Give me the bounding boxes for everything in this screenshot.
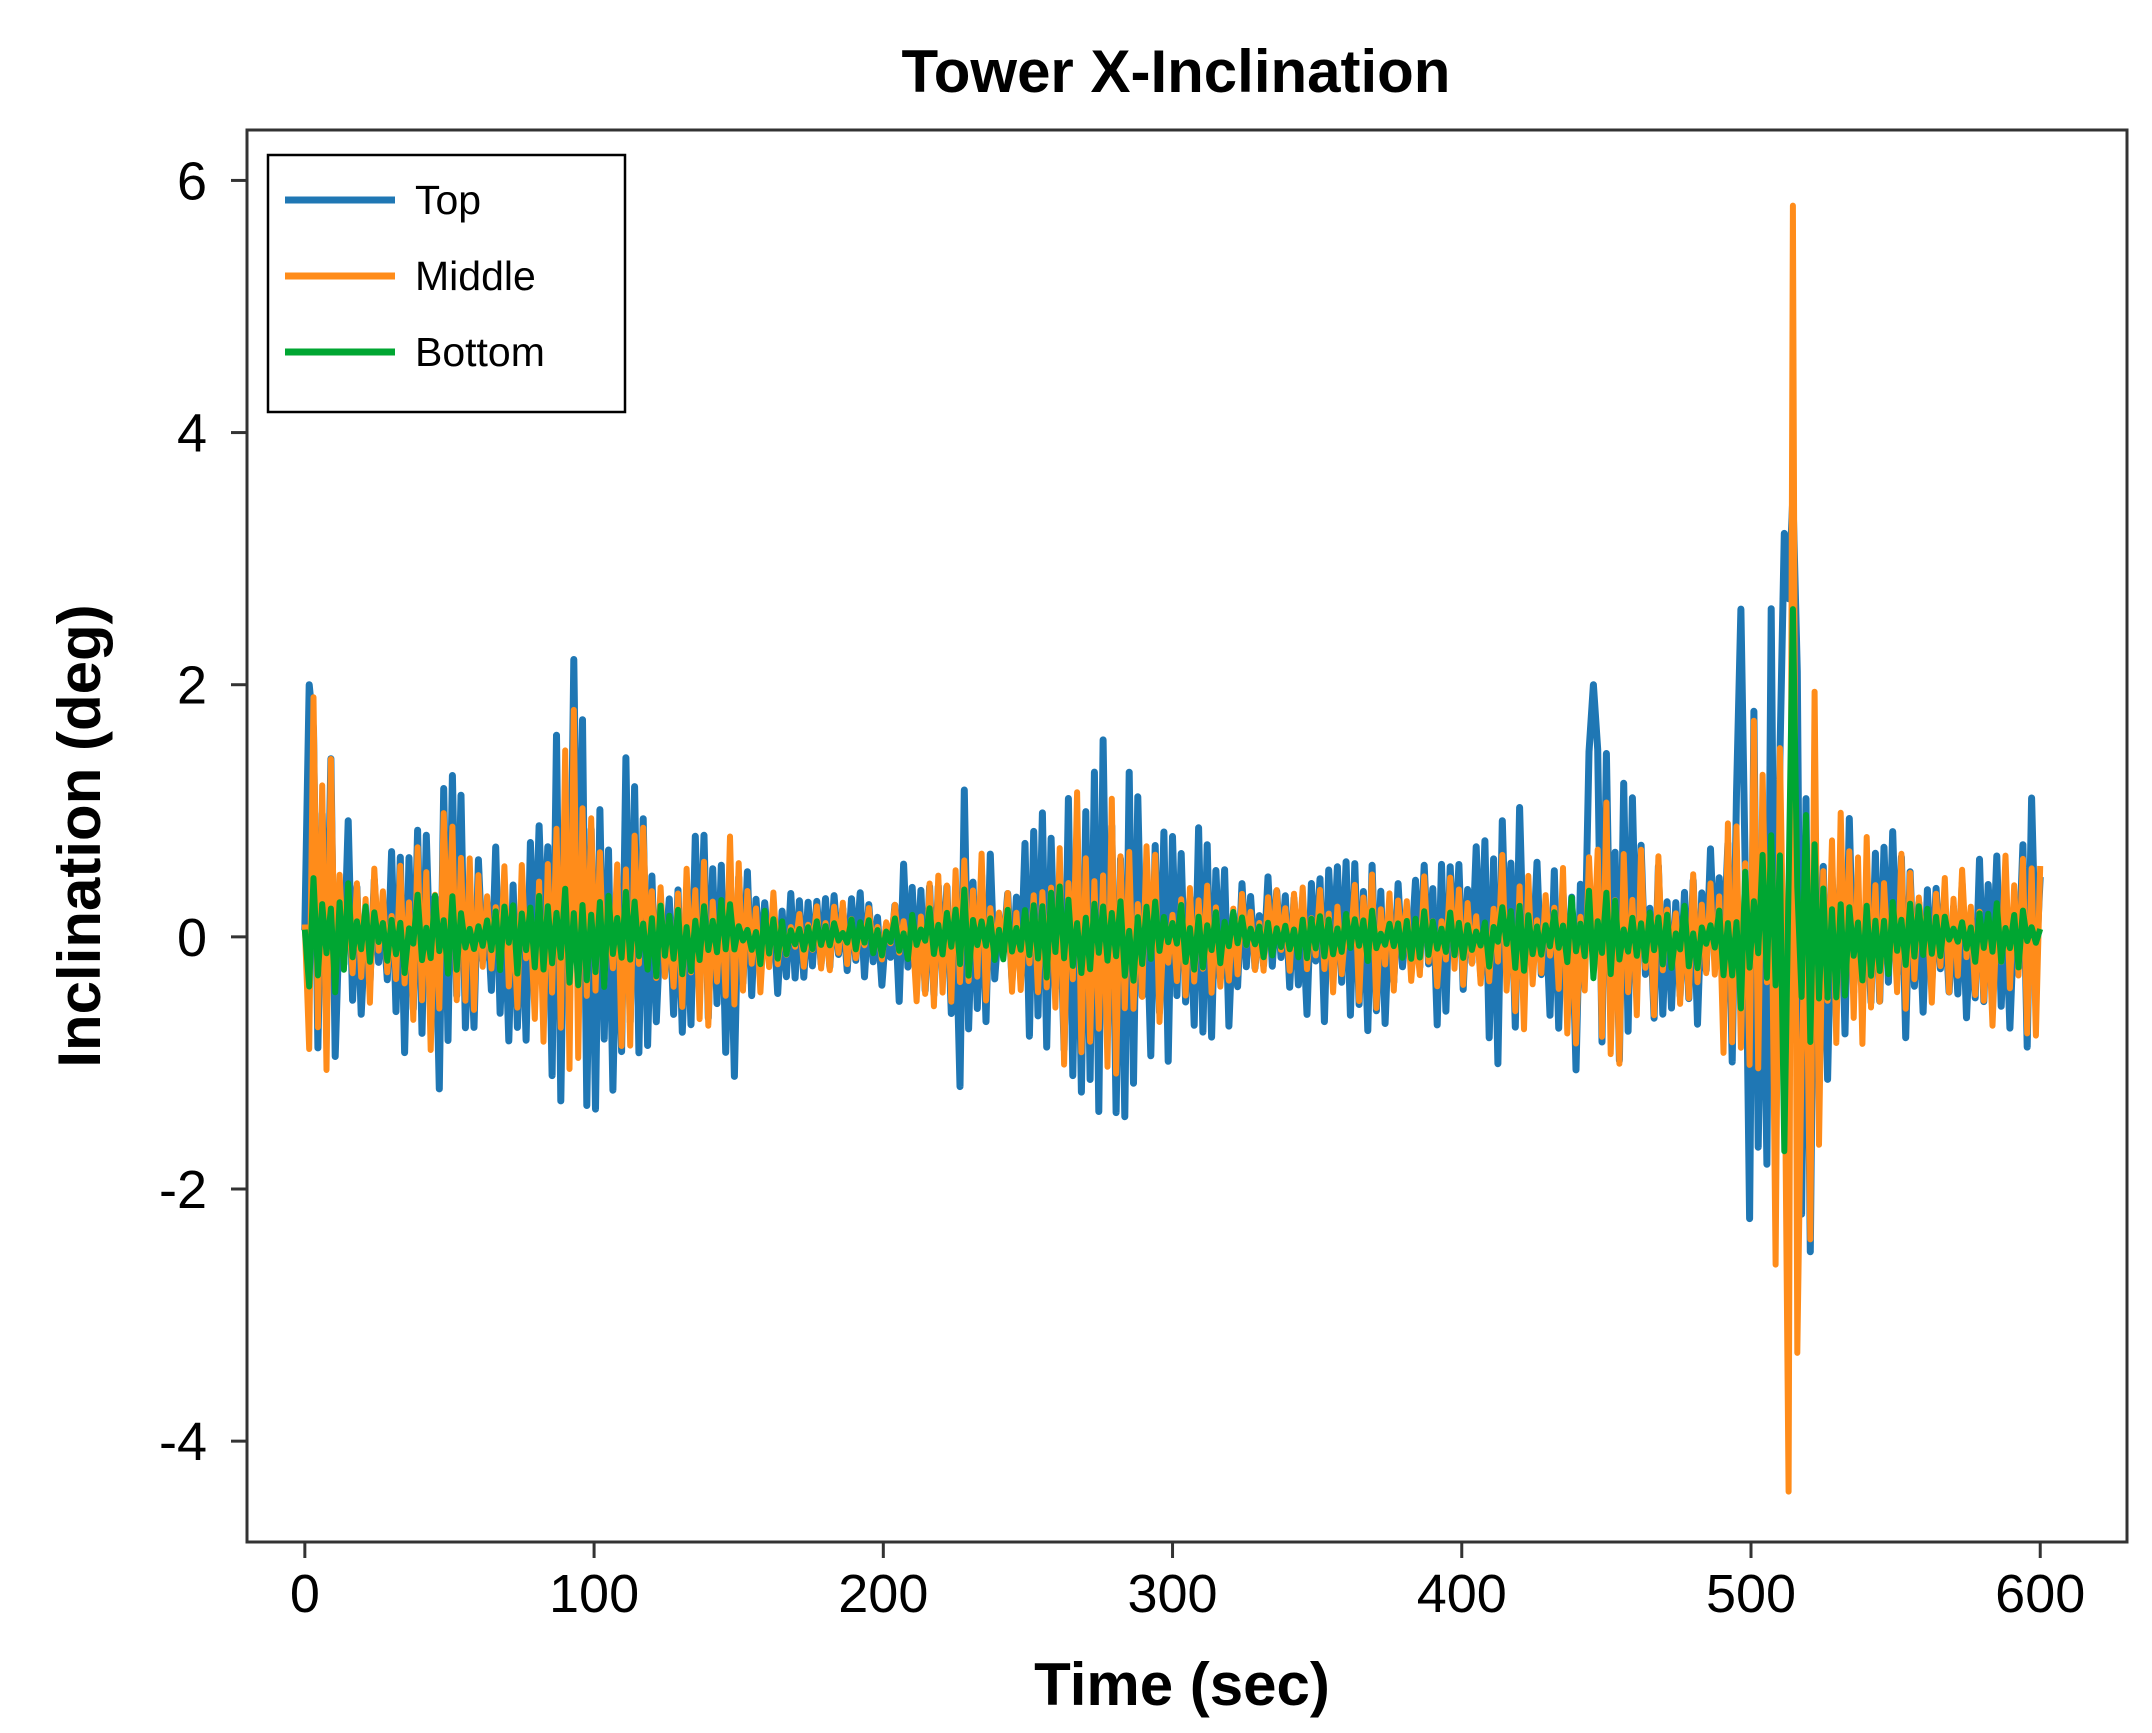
x-axis-label: Time (sec) <box>1034 1651 1330 1718</box>
series-layer <box>301 202 2044 1495</box>
y-tick-label: 0 <box>177 908 207 968</box>
x-tick-label: 300 <box>1127 1564 1217 1624</box>
y-tick-label: 2 <box>177 656 207 716</box>
x-tick-label: 100 <box>549 1564 639 1624</box>
x-tick-label: 400 <box>1417 1564 1507 1624</box>
y-tick-label: -4 <box>159 1412 207 1472</box>
x-tick-label: 600 <box>1995 1564 2085 1624</box>
x-tick-label: 200 <box>838 1564 928 1624</box>
y-axis-label: Inclination (deg) <box>46 604 113 1067</box>
chart-title: Tower X-Inclination <box>902 38 1451 105</box>
axis-layer: 0 100 200 300 400 500 600 6 4 2 0 -2 -4 <box>159 151 2085 1624</box>
legend-label-bottom: Bottom <box>415 329 545 375</box>
plot-frame <box>245 128 2129 1544</box>
legend: Top Middle Bottom <box>266 153 627 414</box>
y-tick-label: -2 <box>159 1160 207 1220</box>
x-tick-label: 0 <box>290 1564 320 1624</box>
y-tick-label: 4 <box>177 404 207 464</box>
legend-label-top: Top <box>415 177 481 223</box>
y-tick-label: 6 <box>177 151 207 211</box>
series-line-bottom <box>301 606 2044 1155</box>
legend-label-middle: Middle <box>415 253 536 299</box>
x-tick-label: 500 <box>1706 1564 1796 1624</box>
